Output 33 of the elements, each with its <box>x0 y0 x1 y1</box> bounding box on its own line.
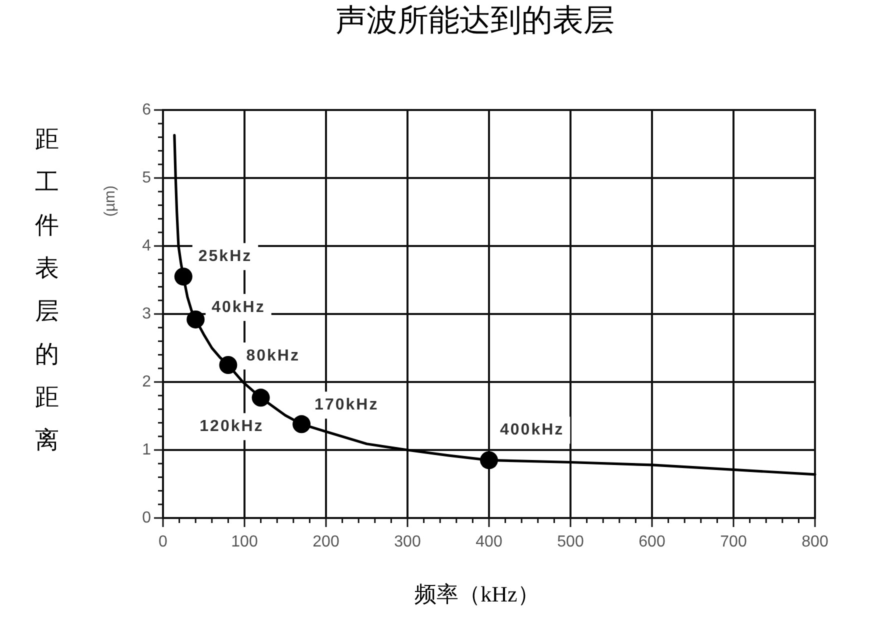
x-tick-label: 100 <box>231 534 258 550</box>
x-tick-label: 200 <box>312 534 340 550</box>
point <box>252 388 270 407</box>
x-tick-label: 400 <box>476 534 502 550</box>
x-tick-label: 300 <box>394 534 421 550</box>
annotation: 80kHz <box>246 348 300 364</box>
x-tick-label: 600 <box>638 534 666 550</box>
y-tick-label: 4 <box>142 238 152 254</box>
annotation: 170kHz <box>314 396 379 414</box>
x-tick-label: 800 <box>802 534 828 550</box>
annotation: 25kHz <box>198 248 252 266</box>
annotation: 40kHz <box>212 298 266 316</box>
y-tick-label: 6 <box>142 102 152 118</box>
point <box>174 268 192 286</box>
text: (µm) <box>102 185 118 217</box>
y-tick-label: 1 <box>142 442 152 458</box>
point <box>292 415 311 434</box>
point <box>480 451 498 470</box>
y-tick-label: 3 <box>142 306 152 322</box>
y-tick-label: 0 <box>142 510 152 526</box>
x-tick-label: 0 <box>158 534 168 550</box>
x-tick-label: 500 <box>557 534 584 550</box>
y-tick-label: 2 <box>142 374 152 390</box>
chart-title: 声波所能达到的表层 <box>336 2 614 38</box>
line-series <box>173 134 816 476</box>
x-axis-title: 频率（kHz） <box>414 582 540 606</box>
y-tick-label: 5 <box>142 170 152 186</box>
point <box>186 310 205 328</box>
x-tick-label: 700 <box>720 534 747 550</box>
y-axis-title: 距工件表层的距离 <box>35 127 59 454</box>
point <box>219 356 238 374</box>
annotation: 120kHz <box>200 418 264 436</box>
annotation: 400kHz <box>500 422 564 439</box>
